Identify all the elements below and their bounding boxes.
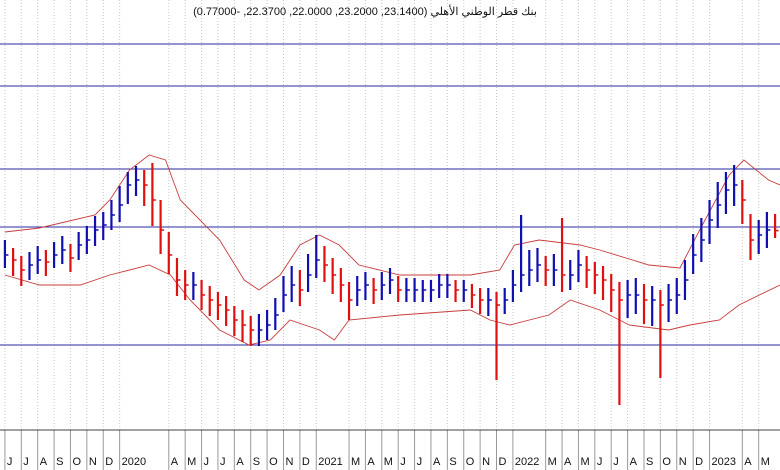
- x-tick-label: O: [269, 456, 278, 468]
- x-tick-label: J: [7, 456, 12, 468]
- x-tick-label: 2021: [318, 456, 342, 468]
- x-tick-label: M: [187, 456, 196, 468]
- x-tick-label: M: [351, 456, 360, 468]
- x-tick-label: A: [630, 456, 638, 468]
- x-tick-label: 2022: [515, 456, 539, 468]
- x-tick-label: A: [433, 456, 441, 468]
- x-tick-label: S: [646, 456, 653, 468]
- x-tick-label: M: [384, 456, 393, 468]
- chart-title: بنك قطر الوطني الأهلي (23.1400, 23.2000,…: [193, 4, 537, 18]
- x-tick-label: M: [761, 456, 770, 468]
- x-tick-label: A: [564, 456, 572, 468]
- x-tick-label: D: [695, 456, 703, 468]
- x-tick-label: A: [40, 456, 48, 468]
- x-tick-label: O: [662, 456, 671, 468]
- x-tick-label: A: [236, 456, 244, 468]
- x-tick-label: J: [204, 456, 210, 468]
- x-tick-label: 2020: [122, 456, 146, 468]
- x-tick-label: O: [72, 456, 81, 468]
- x-tick-label: D: [302, 456, 310, 468]
- x-tick-label: J: [23, 456, 29, 468]
- x-tick-label: J: [400, 456, 406, 468]
- x-tick-label: D: [105, 456, 113, 468]
- x-tick-label: A: [744, 456, 752, 468]
- x-tick-label: M: [580, 456, 589, 468]
- x-tick-label: D: [499, 456, 507, 468]
- x-tick-label: N: [285, 456, 293, 468]
- x-tick-label: S: [56, 456, 63, 468]
- x-tick-label: M: [548, 456, 557, 468]
- x-tick-label: N: [482, 456, 490, 468]
- x-tick-label: J: [597, 456, 603, 468]
- x-tick-label: A: [171, 456, 179, 468]
- x-tick-label: N: [679, 456, 687, 468]
- x-tick-label: J: [613, 456, 619, 468]
- x-tick-label: S: [449, 456, 456, 468]
- x-tick-label: J: [417, 456, 423, 468]
- bollinger-band: [4, 154, 780, 291]
- x-tick-label: N: [89, 456, 97, 468]
- x-tick-label: A: [367, 456, 375, 468]
- x-tick-label: O: [466, 456, 475, 468]
- x-tick-label: J: [220, 456, 226, 468]
- x-tick-label: 2023: [712, 456, 736, 468]
- x-tick-label: S: [253, 456, 260, 468]
